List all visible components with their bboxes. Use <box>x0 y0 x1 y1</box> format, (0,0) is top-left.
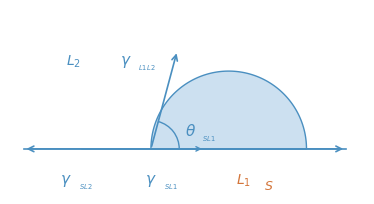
Text: $_{SL1}$: $_{SL1}$ <box>202 133 216 143</box>
Text: $_{L1L2}$: $_{L1L2}$ <box>138 63 156 72</box>
Text: $\theta$: $\theta$ <box>185 123 196 139</box>
Text: $\gamma$: $\gamma$ <box>120 54 132 70</box>
Text: $L_1$: $L_1$ <box>236 172 251 188</box>
Text: $\gamma$: $\gamma$ <box>145 172 157 188</box>
Text: $_{SL1}$: $_{SL1}$ <box>164 181 178 191</box>
Text: $_{SL2}$: $_{SL2}$ <box>79 181 93 191</box>
Text: $S$: $S$ <box>264 179 274 192</box>
Text: $\gamma$: $\gamma$ <box>61 172 72 188</box>
Text: $L_2$: $L_2$ <box>66 54 81 70</box>
Polygon shape <box>151 72 307 149</box>
